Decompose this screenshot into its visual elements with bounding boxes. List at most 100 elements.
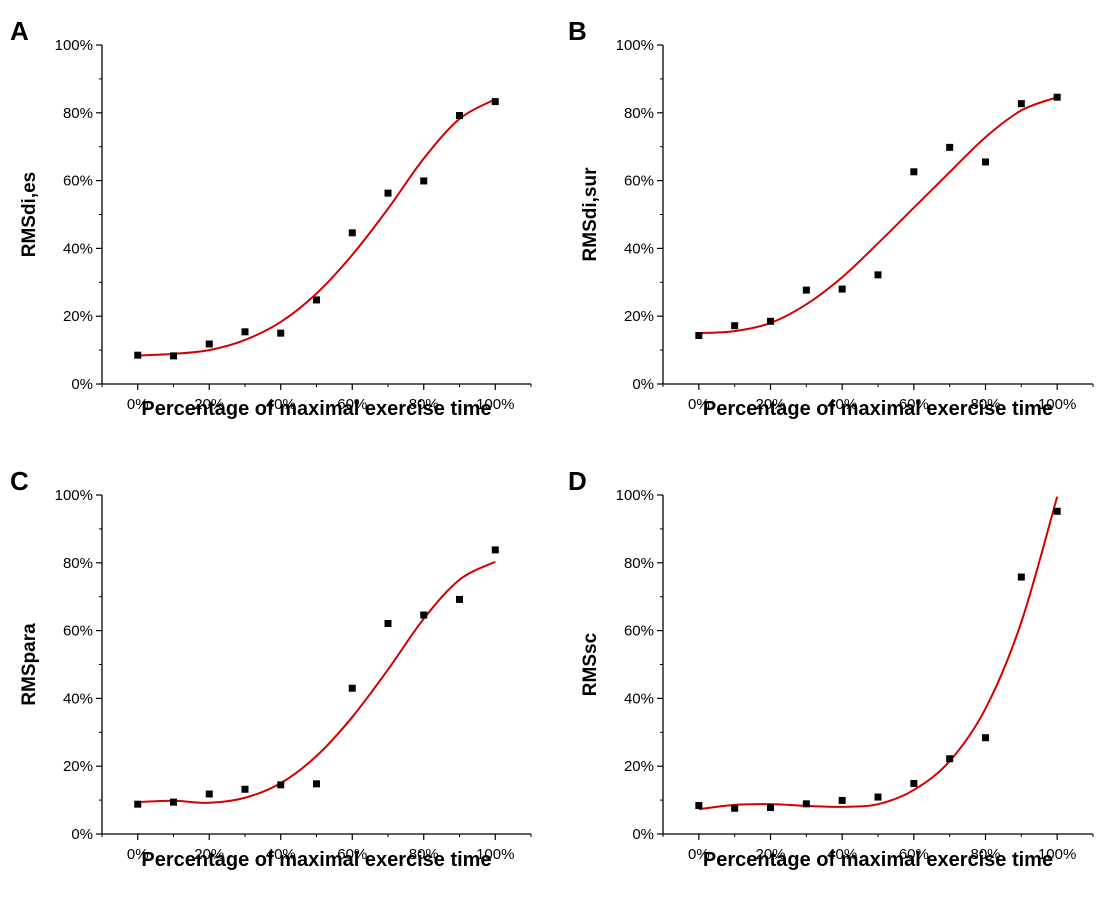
data-point (420, 177, 428, 185)
data-point (982, 734, 989, 742)
y-tick-label: 80% (624, 555, 654, 572)
data-point (277, 781, 285, 789)
y-tick-label: 0% (71, 376, 93, 393)
y-axis-title: RMSdi,sur (580, 167, 601, 262)
x-tick-label: 0% (127, 396, 149, 413)
y-tick-label: 40% (63, 690, 93, 707)
data-point (456, 112, 463, 120)
data-point (491, 98, 499, 106)
x-tick-label: 100% (1038, 396, 1076, 413)
y-tick-label: 40% (624, 240, 654, 257)
data-point (1017, 100, 1025, 108)
y-tick-label: 0% (632, 376, 654, 393)
x-tick-label: 20% (755, 396, 785, 413)
y-tick-label: 60% (63, 623, 93, 640)
panel-letter: A (10, 16, 29, 46)
y-tick-label: 0% (632, 826, 654, 843)
data-point (946, 755, 954, 763)
data-point (170, 352, 177, 360)
panel-letter: B (568, 16, 587, 46)
x-tick-label: 40% (266, 396, 296, 413)
y-tick-label: 0% (71, 826, 93, 843)
chart-panel-c: C0%20%40%60%80%100%0% 20% 40% 60% 80% 100%Per… (10, 466, 532, 871)
y-tick-label: 20% (624, 308, 654, 325)
panel-letter: C (10, 466, 29, 496)
y-tick-label: 80% (63, 105, 93, 122)
data-point (874, 793, 882, 801)
data-point (134, 351, 142, 359)
x-tick-label: 20% (755, 846, 785, 863)
fit-curve (698, 496, 1059, 811)
y-tick-label: 80% (624, 105, 654, 122)
data-point (205, 790, 213, 798)
chart-panel-a: A0%20%40%60%80%100%0% 20% 40% 60% 80% 100%Per… (10, 16, 532, 420)
data-point (384, 619, 392, 627)
y-tick-label: 20% (624, 758, 654, 775)
x-tick-label: 0% (127, 846, 149, 863)
panel-letter: D (568, 466, 587, 496)
y-tick-label: 20% (63, 758, 93, 775)
x-axis-title: Percentage of maximal exercise time (703, 398, 1053, 420)
x-tick-label: 80% (409, 396, 439, 413)
data-point (134, 800, 142, 808)
data-point (838, 796, 846, 804)
data-point (170, 798, 177, 806)
x-tick-label: 0% (688, 846, 710, 863)
x-axis-title: Percentage of maximal exercise time (141, 849, 491, 871)
x-tick-label: 80% (970, 846, 1000, 863)
y-tick-label: 100% (55, 487, 93, 504)
data-point (695, 332, 703, 340)
data-point (1017, 573, 1025, 581)
y-tick-label: 40% (624, 690, 654, 707)
data-point (348, 229, 356, 237)
data-point (731, 804, 739, 812)
y-tick-label: 100% (616, 487, 654, 504)
data-point (1053, 93, 1061, 101)
x-tick-label: 80% (409, 846, 439, 863)
y-tick-label: 20% (63, 308, 93, 325)
data-point (695, 802, 703, 810)
data-point (910, 779, 918, 787)
data-point (205, 340, 213, 348)
x-tick-label: 40% (827, 846, 857, 863)
y-axis-title: RMSdi,es (19, 172, 40, 258)
data-point (731, 322, 739, 330)
x-tick-label: 100% (1038, 846, 1076, 863)
data-point (982, 158, 989, 166)
x-tick-label: 100% (476, 846, 514, 863)
x-tick-label: 40% (266, 846, 296, 863)
data-point (874, 271, 882, 279)
chart-panel-d: D0%20%40%60%80%100%0% 20% 40% 60% 80% 100%Per… (568, 466, 1094, 871)
x-tick-label: 20% (194, 846, 224, 863)
x-tick-label: 20% (194, 396, 224, 413)
data-point (384, 189, 392, 197)
fit-curve (137, 560, 496, 804)
data-point (946, 143, 954, 151)
y-tick-label: 80% (63, 555, 93, 572)
x-tick-label: 40% (827, 396, 857, 413)
data-point (313, 780, 320, 788)
x-tick-label: 60% (337, 846, 367, 863)
data-point (348, 684, 356, 692)
data-point (767, 317, 774, 325)
fit-curve (698, 96, 1058, 335)
x-tick-label: 0% (688, 396, 710, 413)
y-axis-title: RMSsc (580, 632, 601, 696)
data-point (802, 800, 810, 808)
x-tick-label: 60% (899, 396, 929, 413)
x-axis-title: Percentage of maximal exercise time (703, 849, 1053, 871)
y-tick-label: 60% (624, 623, 654, 640)
x-tick-label: 80% (970, 396, 1000, 413)
chart-panel-b: B0%20%40%60%80%100%0% 20% 40% 60% 80% 100%Per… (568, 16, 1094, 420)
data-point (1053, 507, 1061, 515)
y-tick-label: 100% (55, 37, 93, 54)
data-point (241, 328, 249, 336)
x-axis-title: Percentage of maximal exercise time (141, 398, 491, 420)
data-point (767, 804, 774, 812)
y-tick-label: 60% (63, 173, 93, 190)
data-point (491, 546, 499, 554)
data-point (277, 329, 285, 337)
y-tick-label: 40% (63, 240, 93, 257)
data-point (420, 611, 428, 619)
